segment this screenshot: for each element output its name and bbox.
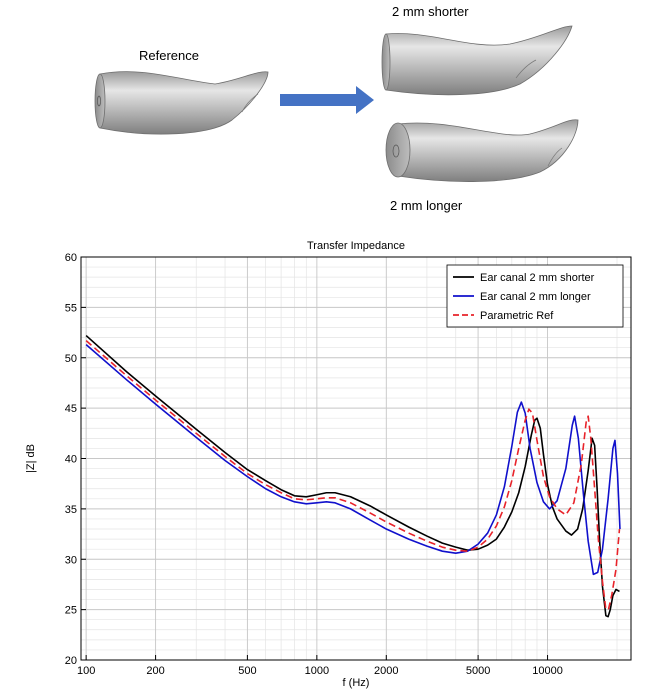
x-tick-label: 200: [146, 665, 164, 677]
y-tick-label: 20: [65, 655, 77, 667]
ear-canal-illustration: [94, 25, 579, 182]
reference-label: Reference: [139, 48, 199, 63]
x-tick-label: 10000: [532, 665, 563, 677]
longer-label: 2 mm longer: [390, 198, 463, 213]
y-axis-title: |Z| dB: [25, 444, 37, 473]
legend-box: [446, 264, 624, 328]
shorter-label: 2 mm shorter: [392, 4, 469, 19]
legend: Ear canal 2 mm shorter Ear canal 2 mm lon…: [446, 264, 624, 328]
legend-label: Ear canal 2 mm longer: [480, 291, 591, 303]
y-tick-label: 30: [65, 554, 77, 566]
series-line-2: [85, 344, 621, 576]
x-tick-label: 500: [238, 665, 256, 677]
y-tick-label: 50: [65, 353, 77, 365]
y-tick-label: 35: [65, 504, 77, 516]
x-axis-title: f (Hz): [343, 677, 370, 689]
y-axis-ticks: 20 25 30 35 40 45 50 55 60: [65, 252, 86, 667]
reference-model: [94, 71, 269, 135]
x-axis-ticks: 100 200 500 1000 2000 5000 10000: [77, 655, 563, 677]
arrow-icon: [280, 86, 374, 114]
series-layer: [85, 334, 621, 618]
y-tick-label: 25: [65, 605, 77, 617]
shorter-model: [381, 25, 573, 96]
y-tick-label: 60: [65, 252, 77, 264]
x-tick-label: 1000: [305, 665, 329, 677]
x-tick-label: 2000: [374, 665, 398, 677]
x-tick-label: 100: [77, 665, 95, 677]
y-tick-label: 55: [65, 302, 77, 314]
x-tick-label: 5000: [466, 665, 490, 677]
legend-label: Parametric Ref: [480, 310, 554, 322]
y-tick-label: 45: [65, 403, 77, 415]
legend-label: Ear canal 2 mm shorter: [480, 272, 595, 284]
series-line-1: [85, 334, 620, 618]
chart-title: Transfer Impedance: [307, 240, 405, 252]
series-line-3: [85, 340, 621, 611]
longer-model: [385, 119, 579, 182]
y-tick-label: 40: [65, 454, 77, 466]
transfer-impedance-chart: Transfer Impedance 100 200 500 1000 2000 5000…: [25, 240, 632, 689]
